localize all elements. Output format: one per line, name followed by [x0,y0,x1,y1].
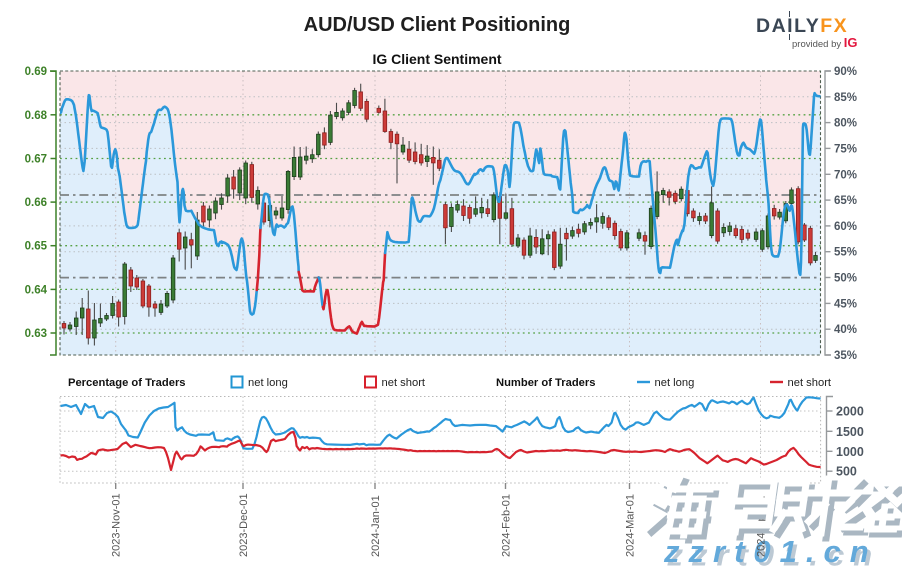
svg-text:net long: net long [655,377,695,389]
svg-text:2024-Feb-01: 2024-Feb-01 [501,494,513,557]
svg-text:40%: 40% [834,324,857,336]
svg-text:80%: 80% [834,118,857,130]
svg-text:Percentage of Traders: Percentage of Traders [68,377,186,389]
svg-text:90%: 90% [834,66,857,78]
svg-text:net long: net long [248,377,288,389]
svg-text:0.63: 0.63 [25,328,47,340]
svg-text:0.66: 0.66 [25,197,47,209]
svg-text:55%: 55% [834,247,857,259]
svg-text:2024-Mar-01: 2024-Mar-01 [625,494,637,557]
svg-text:0.68: 0.68 [25,110,48,122]
svg-text:50%: 50% [834,273,857,285]
svg-text:1000: 1000 [836,445,864,459]
svg-text:0.69: 0.69 [25,66,47,78]
svg-text:35%: 35% [834,350,857,362]
svg-text:net short: net short [788,377,832,389]
svg-text:0.64: 0.64 [25,284,48,296]
svg-text:70%: 70% [834,169,857,181]
svg-text:0.67: 0.67 [25,154,47,166]
svg-text:0.65: 0.65 [25,241,48,253]
svg-text:45%: 45% [834,298,857,310]
svg-text:2000: 2000 [836,405,864,419]
svg-text:Number of Traders: Number of Traders [496,377,595,389]
svg-text:65%: 65% [834,195,857,207]
svg-text:60%: 60% [834,221,857,233]
svg-text:2023-Dec-01: 2023-Dec-01 [238,493,250,557]
svg-text:1500: 1500 [836,425,864,439]
svg-text:75%: 75% [834,143,857,155]
svg-text:2023-Nov-01: 2023-Nov-01 [111,493,123,557]
svg-text:85%: 85% [834,92,857,104]
svg-text:500: 500 [836,465,857,479]
svg-text:net short: net short [382,377,426,389]
svg-text:2024-Jan-01: 2024-Jan-01 [370,495,382,557]
